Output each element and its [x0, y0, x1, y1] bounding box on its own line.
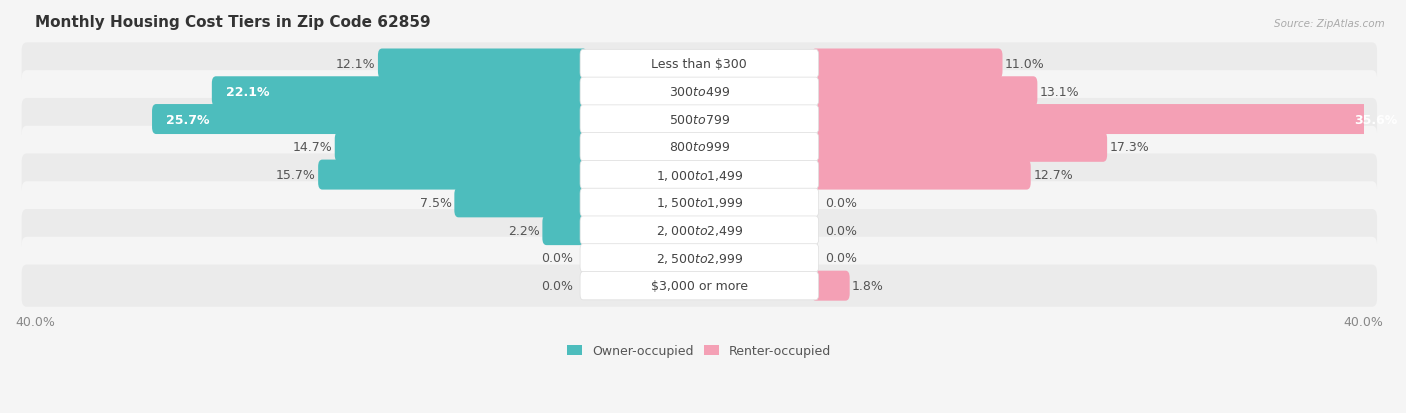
FancyBboxPatch shape [21, 154, 1376, 196]
Text: $1,500 to $1,999: $1,500 to $1,999 [655, 196, 744, 210]
FancyBboxPatch shape [454, 188, 588, 218]
Text: 35.6%: 35.6% [1354, 113, 1398, 126]
Text: 2.2%: 2.2% [508, 224, 540, 237]
Text: $3,000 or more: $3,000 or more [651, 280, 748, 292]
FancyBboxPatch shape [811, 77, 1038, 107]
FancyBboxPatch shape [581, 272, 818, 300]
FancyBboxPatch shape [811, 160, 1031, 190]
FancyBboxPatch shape [581, 244, 818, 273]
FancyBboxPatch shape [581, 133, 818, 161]
FancyBboxPatch shape [21, 126, 1376, 169]
FancyBboxPatch shape [21, 43, 1376, 85]
FancyBboxPatch shape [21, 99, 1376, 141]
Text: 0.0%: 0.0% [541, 252, 574, 265]
FancyBboxPatch shape [21, 71, 1376, 113]
Text: 14.7%: 14.7% [292, 141, 332, 154]
Text: 25.7%: 25.7% [166, 113, 209, 126]
Text: 11.0%: 11.0% [1005, 58, 1045, 71]
FancyBboxPatch shape [811, 50, 1002, 79]
Text: 22.1%: 22.1% [226, 85, 270, 99]
Text: $1,000 to $1,499: $1,000 to $1,499 [655, 168, 744, 182]
FancyBboxPatch shape [318, 160, 588, 190]
Text: $300 to $499: $300 to $499 [669, 85, 730, 99]
FancyBboxPatch shape [581, 189, 818, 217]
FancyBboxPatch shape [581, 216, 818, 244]
FancyBboxPatch shape [21, 237, 1376, 279]
FancyBboxPatch shape [152, 105, 588, 135]
FancyBboxPatch shape [581, 78, 818, 106]
Text: $800 to $999: $800 to $999 [669, 141, 730, 154]
Text: Less than $300: Less than $300 [651, 58, 747, 71]
Text: 15.7%: 15.7% [276, 169, 316, 182]
FancyBboxPatch shape [811, 271, 849, 301]
Text: $2,000 to $2,499: $2,000 to $2,499 [655, 223, 744, 237]
FancyBboxPatch shape [811, 105, 1406, 135]
FancyBboxPatch shape [581, 161, 818, 189]
Text: 17.3%: 17.3% [1109, 141, 1149, 154]
FancyBboxPatch shape [21, 182, 1376, 224]
FancyBboxPatch shape [581, 50, 818, 78]
Text: $500 to $799: $500 to $799 [669, 113, 730, 126]
Text: 13.1%: 13.1% [1040, 85, 1080, 99]
Text: 7.5%: 7.5% [420, 196, 451, 209]
FancyBboxPatch shape [811, 133, 1107, 162]
FancyBboxPatch shape [335, 133, 588, 162]
Text: 0.0%: 0.0% [541, 280, 574, 292]
Text: 0.0%: 0.0% [825, 196, 858, 209]
Text: 1.8%: 1.8% [852, 280, 884, 292]
Text: $2,500 to $2,999: $2,500 to $2,999 [655, 251, 744, 265]
FancyBboxPatch shape [543, 216, 588, 246]
Text: Monthly Housing Cost Tiers in Zip Code 62859: Monthly Housing Cost Tiers in Zip Code 6… [35, 15, 430, 30]
Text: 12.7%: 12.7% [1033, 169, 1073, 182]
Text: Source: ZipAtlas.com: Source: ZipAtlas.com [1274, 19, 1385, 28]
Legend: Owner-occupied, Renter-occupied: Owner-occupied, Renter-occupied [562, 339, 837, 363]
FancyBboxPatch shape [212, 77, 588, 107]
Text: 12.1%: 12.1% [336, 58, 375, 71]
FancyBboxPatch shape [21, 265, 1376, 307]
FancyBboxPatch shape [378, 50, 588, 79]
Text: 0.0%: 0.0% [825, 252, 858, 265]
FancyBboxPatch shape [21, 209, 1376, 252]
FancyBboxPatch shape [581, 106, 818, 134]
Text: 0.0%: 0.0% [825, 224, 858, 237]
